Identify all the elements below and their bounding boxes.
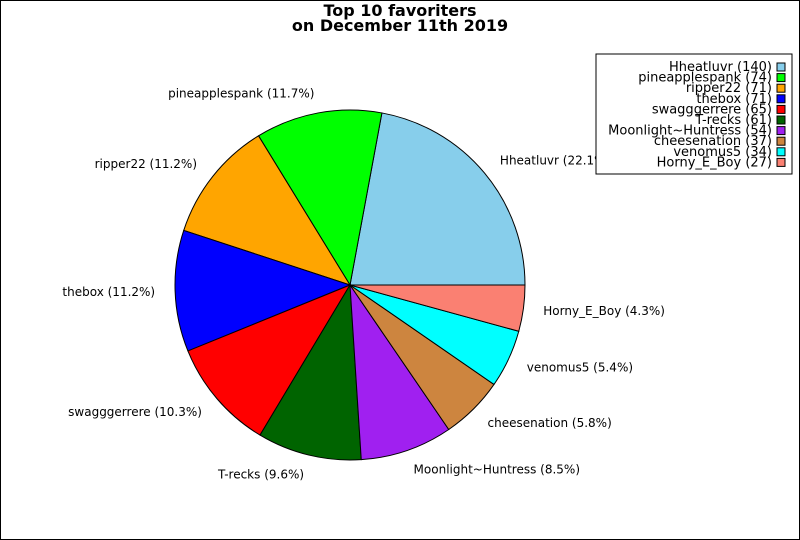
legend-label: venomus5 (34)	[673, 145, 772, 160]
chart-title: Top 10 favoriters	[323, 1, 476, 20]
legend-swatch	[776, 104, 786, 114]
chart-subtitle: on December 11th 2019	[292, 16, 508, 35]
legend-swatch	[776, 126, 786, 136]
legend-swatch	[776, 115, 786, 125]
slice-label: pineapplespank (11.7%)	[168, 86, 314, 100]
legend-label: T-recks (61)	[694, 113, 772, 128]
legend-swatch	[776, 62, 786, 72]
pie-slice-ripper22	[183, 135, 352, 286]
legend-swatch	[776, 73, 786, 83]
pie-slice-thebox	[174, 229, 352, 352]
legend-swatch	[776, 83, 786, 93]
legend-label: Moonlight~Huntress (54)	[608, 124, 772, 139]
pie-slices	[174, 109, 526, 461]
pie-slice-horny-e-boy	[349, 284, 526, 332]
pie-slice-moonlight-huntress	[349, 283, 450, 461]
legend-label: thebox (71)	[696, 92, 772, 107]
legend-box	[595, 53, 793, 175]
legend-label: cheesenation (37)	[654, 134, 772, 149]
legend: Hheatluvr (140)pineapplespank (74)ripper…	[595, 53, 793, 175]
slice-label: cheesenation (5.8%)	[488, 416, 612, 430]
slice-label: venomus5 (5.4%)	[527, 360, 633, 374]
legend-swatch	[776, 157, 786, 167]
pie-slice-swagggerrere	[187, 283, 352, 436]
slice-labels: Hheatluvr (22.1%) pineapplespank (11.7%) r…	[62, 86, 665, 481]
legend-swatch	[776, 147, 786, 157]
slice-label: Hheatluvr (22.1%)	[500, 153, 610, 167]
slice-label: thebox (11.2%)	[62, 285, 155, 299]
pie-slice-pineapplespank	[257, 109, 383, 287]
slice-label: Horny_E_Boy (4.3%)	[543, 304, 665, 318]
slice-label: T-recks (9.6%)	[217, 468, 304, 482]
legend-swatch	[776, 136, 786, 146]
legend-label: pineapplespank (74)	[638, 71, 772, 86]
legend-label: ripper22 (71)	[686, 81, 772, 96]
legend-label: Horny_E_Boy (27)	[657, 155, 772, 170]
slice-label: ripper22 (11.2%)	[95, 157, 197, 171]
legend-label: swagggerrere (65)	[652, 102, 772, 117]
slice-label: swagggerrere (10.3%)	[68, 405, 202, 419]
legend-label: Hheatluvr (140)	[669, 60, 772, 75]
pie-slice-t-recks	[259, 283, 362, 461]
pie-slice-hheatluvr	[349, 112, 526, 286]
slice-label: Moonlight~Huntress (8.5%)	[414, 462, 580, 476]
legend-swatch	[776, 94, 786, 104]
